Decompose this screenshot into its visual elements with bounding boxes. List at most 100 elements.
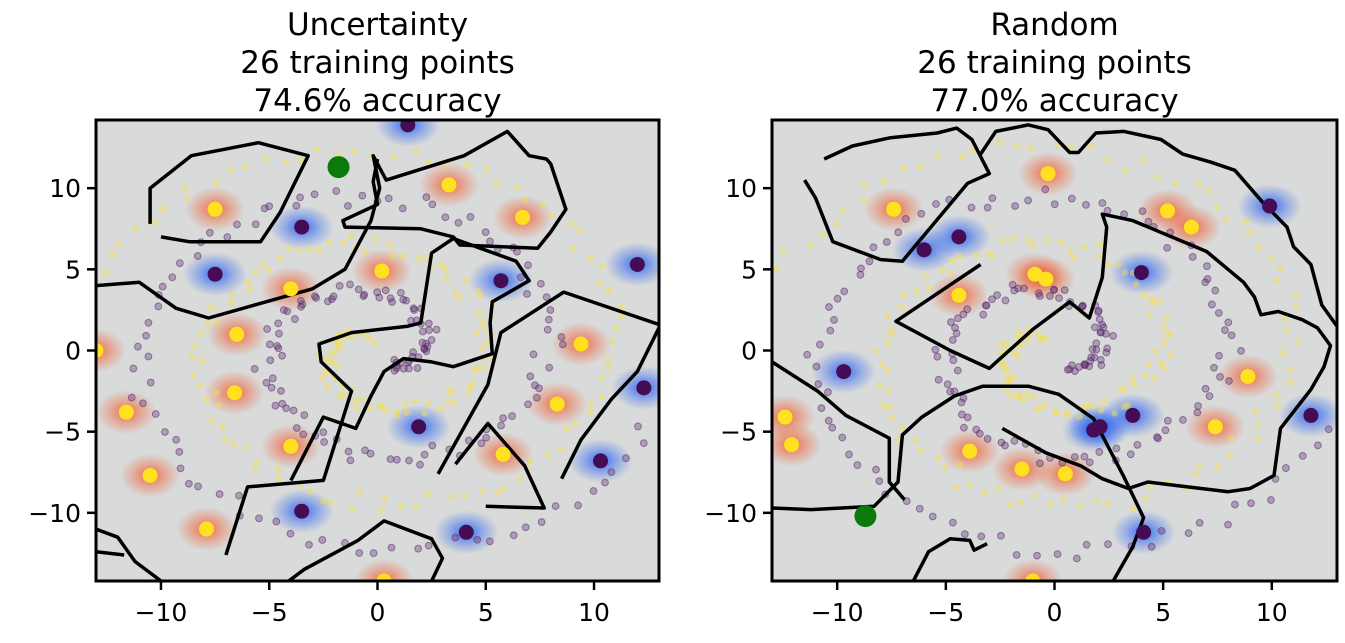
unlabeled-point [1145,361,1152,369]
unlabeled-point [1179,415,1187,424]
unlabeled-point [1096,355,1105,364]
unlabeled-point [1060,286,1069,295]
unlabeled-point [894,228,903,237]
unlabeled-point [524,261,532,270]
unlabeled-point [1112,444,1121,453]
unlabeled-point [413,502,420,510]
unlabeled-point [605,287,613,295]
y-tick-label: −5 [44,418,81,447]
unlabeled-point [1092,345,1101,354]
unlabeled-point [188,353,196,361]
unlabeled-point [323,383,331,391]
labeled-point-positive [441,177,457,193]
unlabeled-point [425,400,432,408]
unlabeled-point [267,383,276,392]
unlabeled-point [947,318,955,327]
unlabeled-point [548,211,556,219]
unlabeled-point [1130,381,1138,389]
unlabeled-point [901,215,910,223]
unlabeled-point [347,233,355,240]
unlabeled-point [1051,408,1059,415]
unlabeled-point [274,319,283,328]
unlabeled-point [455,294,463,302]
unlabeled-point [424,158,432,166]
unlabeled-point [318,536,327,544]
unlabeled-point [296,156,304,164]
labeled-point-negative [1125,407,1141,423]
unlabeled-point [1194,402,1202,410]
unlabeled-point [1042,335,1049,342]
unlabeled-point [1002,338,1010,346]
unlabeled-point [1171,180,1179,188]
unlabeled-point [514,183,521,191]
unlabeled-point [127,393,136,402]
unlabeled-point [1024,236,1032,244]
unlabeled-point [925,284,933,292]
unlabeled-point [879,360,886,368]
unlabeled-point [451,289,459,296]
unlabeled-point [1274,402,1282,409]
unlabeled-point [993,291,1001,300]
unlabeled-point [949,356,958,365]
unlabeled-point [915,504,924,513]
unlabeled-point [531,381,539,390]
unlabeled-point [1281,314,1289,322]
unlabeled-point [161,428,169,436]
unlabeled-point [1077,502,1085,510]
unlabeled-point [275,475,282,482]
labeled-point-positive [283,438,299,454]
unlabeled-point [897,303,905,311]
labeled-point-positive [227,385,243,401]
unlabeled-point [263,325,271,333]
unlabeled-point [432,325,441,334]
unlabeled-point [1196,462,1203,470]
unlabeled-point [398,204,407,213]
unlabeled-point [917,163,925,170]
unlabeled-point [336,392,344,400]
unlabeled-point [1144,217,1153,226]
x-tick-label: 10 [1256,598,1288,627]
unlabeled-point [948,257,956,264]
unlabeled-point [957,398,966,407]
decision-boundary [911,537,988,581]
y-tick-label: −10 [704,499,757,528]
unlabeled-point [951,323,959,332]
unlabeled-point [917,209,926,218]
unlabeled-point [305,540,313,549]
unlabeled-point [159,205,167,213]
unlabeled-point [142,331,150,340]
unlabeled-point [563,424,571,432]
unlabeled-point [1225,377,1233,385]
unlabeled-point [860,197,868,204]
unlabeled-point [1140,156,1148,164]
decision-boundary [772,360,906,501]
unlabeled-point [272,517,281,526]
unlabeled-point [475,288,482,295]
unlabeled-point [327,357,335,365]
unlabeled-point [952,329,961,338]
unlabeled-point [381,286,390,295]
unlabeled-point [422,193,431,202]
unlabeled-point [963,413,972,422]
unlabeled-point [463,161,471,169]
unlabeled-point [193,252,202,260]
unlabeled-point [1070,453,1079,461]
unlabeled-point [1003,366,1011,374]
unlabeled-point [999,364,1007,371]
unlabeled-point [399,295,408,304]
labeled-point-negative [629,256,645,272]
unlabeled-point [246,286,254,293]
unlabeled-point [1191,470,1199,478]
unlabeled-point [1215,463,1223,471]
unlabeled-point [212,389,220,397]
unlabeled-point [1033,551,1041,560]
unlabeled-point [346,280,354,289]
unlabeled-point [1203,275,1212,283]
unlabeled-point [1020,396,1027,404]
unlabeled-point [1067,144,1075,151]
unlabeled-point [1041,400,1048,408]
unlabeled-point [1090,353,1099,362]
unlabeled-point [344,201,352,210]
